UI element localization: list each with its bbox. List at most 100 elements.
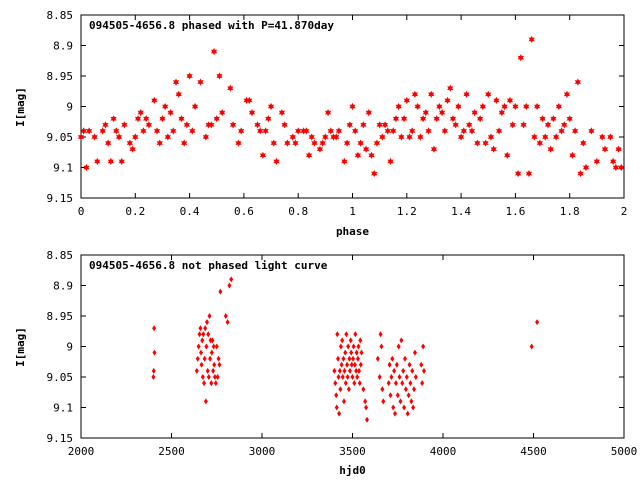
data-point [267, 102, 275, 111]
data-point [223, 313, 228, 319]
data-point [295, 127, 302, 135]
data-point [378, 331, 383, 338]
data-point [197, 331, 202, 338]
data-point [211, 343, 216, 350]
data-point [399, 337, 404, 344]
data-point [83, 163, 90, 172]
data-point [401, 367, 406, 374]
data-point [612, 163, 619, 172]
data-point [316, 145, 324, 153]
data-point [417, 133, 424, 141]
data-point [229, 276, 234, 283]
data-point [379, 133, 386, 141]
data-point [601, 145, 609, 153]
data-point [353, 331, 358, 338]
data-point [140, 127, 147, 135]
data-point [259, 151, 267, 159]
data-point [213, 115, 220, 123]
data-point [410, 367, 415, 374]
data-point [357, 380, 362, 387]
data-point [460, 127, 467, 135]
data-point [107, 157, 114, 165]
data-point [197, 78, 204, 86]
data-point [607, 133, 614, 141]
data-point [227, 282, 232, 289]
data-point [219, 109, 226, 117]
data-point [563, 90, 571, 98]
data-point [352, 380, 357, 387]
data-point [506, 96, 514, 104]
data-point [126, 139, 133, 147]
x-tick-label: 5000 [611, 445, 638, 458]
data-point [474, 139, 481, 147]
data-point [341, 355, 346, 362]
data-point [308, 133, 315, 141]
data-point [406, 133, 413, 141]
data-point [349, 349, 354, 356]
x-tick-label: 3500 [339, 445, 366, 458]
data-point [376, 121, 383, 129]
data-point [162, 102, 169, 111]
data-point [615, 145, 622, 153]
data-point [132, 133, 139, 141]
data-point [420, 380, 425, 387]
data-point [405, 410, 410, 417]
data-point [409, 127, 416, 135]
data-point [371, 170, 378, 178]
data-point [487, 133, 495, 141]
data-point [262, 127, 269, 135]
data-point [273, 157, 280, 165]
data-point [355, 355, 360, 362]
data-point [303, 127, 310, 135]
y-tick-label: 8.85 [47, 9, 74, 22]
data-point [334, 392, 339, 399]
x-tick-label: 2000 [68, 445, 95, 458]
data-point [199, 349, 204, 356]
data-point [536, 139, 543, 147]
data-point [94, 157, 101, 165]
y-axis-label: I[mag] [14, 327, 27, 367]
data-point [411, 90, 419, 98]
y-tick-label: 9.15 [47, 192, 74, 205]
data-point [202, 380, 207, 387]
data-point [172, 78, 180, 86]
data-point [413, 374, 418, 380]
data-point [344, 331, 349, 338]
data-point [379, 343, 384, 350]
data-point [305, 151, 313, 159]
data-point [205, 367, 210, 374]
data-point [206, 374, 211, 380]
data-point [618, 163, 625, 172]
data-point [343, 139, 351, 147]
data-point [205, 121, 212, 129]
data-point [338, 343, 343, 350]
data-point [338, 386, 343, 393]
unphased-light-curve-panel: 2000 2500 3000 3500 4000 4500 5000 8.85 8.9 8.95 9… [14, 249, 637, 477]
data-point [349, 361, 354, 368]
data-point [215, 374, 220, 380]
data-point [377, 374, 382, 380]
data-point [406, 392, 411, 399]
y-axis-label: I[mag] [14, 87, 27, 127]
data-point [191, 102, 199, 111]
data-point [167, 109, 174, 117]
data-point [482, 139, 489, 147]
data-point [337, 410, 342, 417]
data-point [281, 121, 288, 129]
data-point [77, 133, 85, 141]
data-point [466, 121, 473, 129]
data-point [257, 127, 264, 135]
x-tick-label: 0.2 [125, 205, 145, 218]
data-point [468, 127, 476, 135]
data-point [110, 115, 117, 123]
data-point [555, 102, 562, 111]
data-point [196, 343, 201, 350]
y-tick-label: 9.05 [47, 371, 74, 384]
data-point [349, 102, 356, 111]
data-point [357, 139, 364, 147]
data-point [394, 361, 399, 368]
data-point [572, 127, 579, 135]
data-point [354, 349, 359, 356]
data-point [238, 127, 245, 135]
